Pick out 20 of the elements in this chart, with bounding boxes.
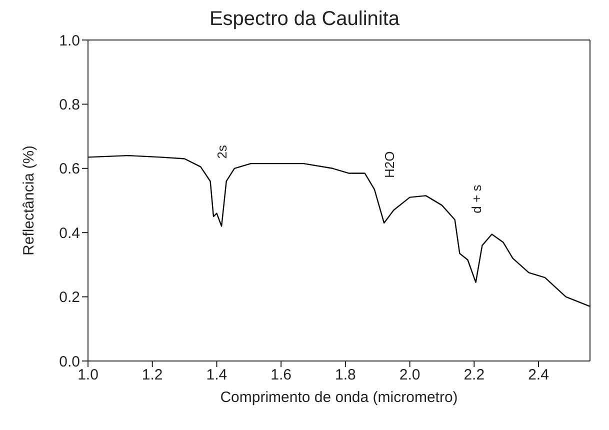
y-tick-label: 0.4 [59, 224, 80, 242]
x-tick-label: 2.4 [528, 366, 549, 384]
y-tick-label: 0.6 [59, 160, 80, 178]
chart-title: Espectro da Caulinita [208, 8, 401, 31]
y-tick-label: 0.2 [59, 289, 80, 306]
x-tick-label: 1.2 [142, 366, 163, 384]
x-axis-title: Comprimento de onda (micrometro) [220, 389, 458, 406]
x-tick-label: 2.0 [399, 366, 420, 384]
annotation: d + s [468, 184, 484, 214]
x-tick-label: 1.4 [206, 366, 228, 384]
y-axis-title: Reflectância (%) [20, 145, 38, 256]
y-tick-label: 0.0 [59, 353, 80, 370]
y-tick-label: 1.0 [59, 32, 80, 50]
x-tick-label: 2.2 [464, 366, 485, 384]
x-tick-label: 1.6 [270, 366, 292, 384]
x-tick-label: 1.8 [335, 366, 356, 384]
annotation: 2s [214, 144, 230, 159]
y-tick-label: 0.8 [59, 96, 80, 114]
annotation: H2O [382, 151, 397, 178]
x-tick-label: 1.0 [78, 366, 98, 384]
